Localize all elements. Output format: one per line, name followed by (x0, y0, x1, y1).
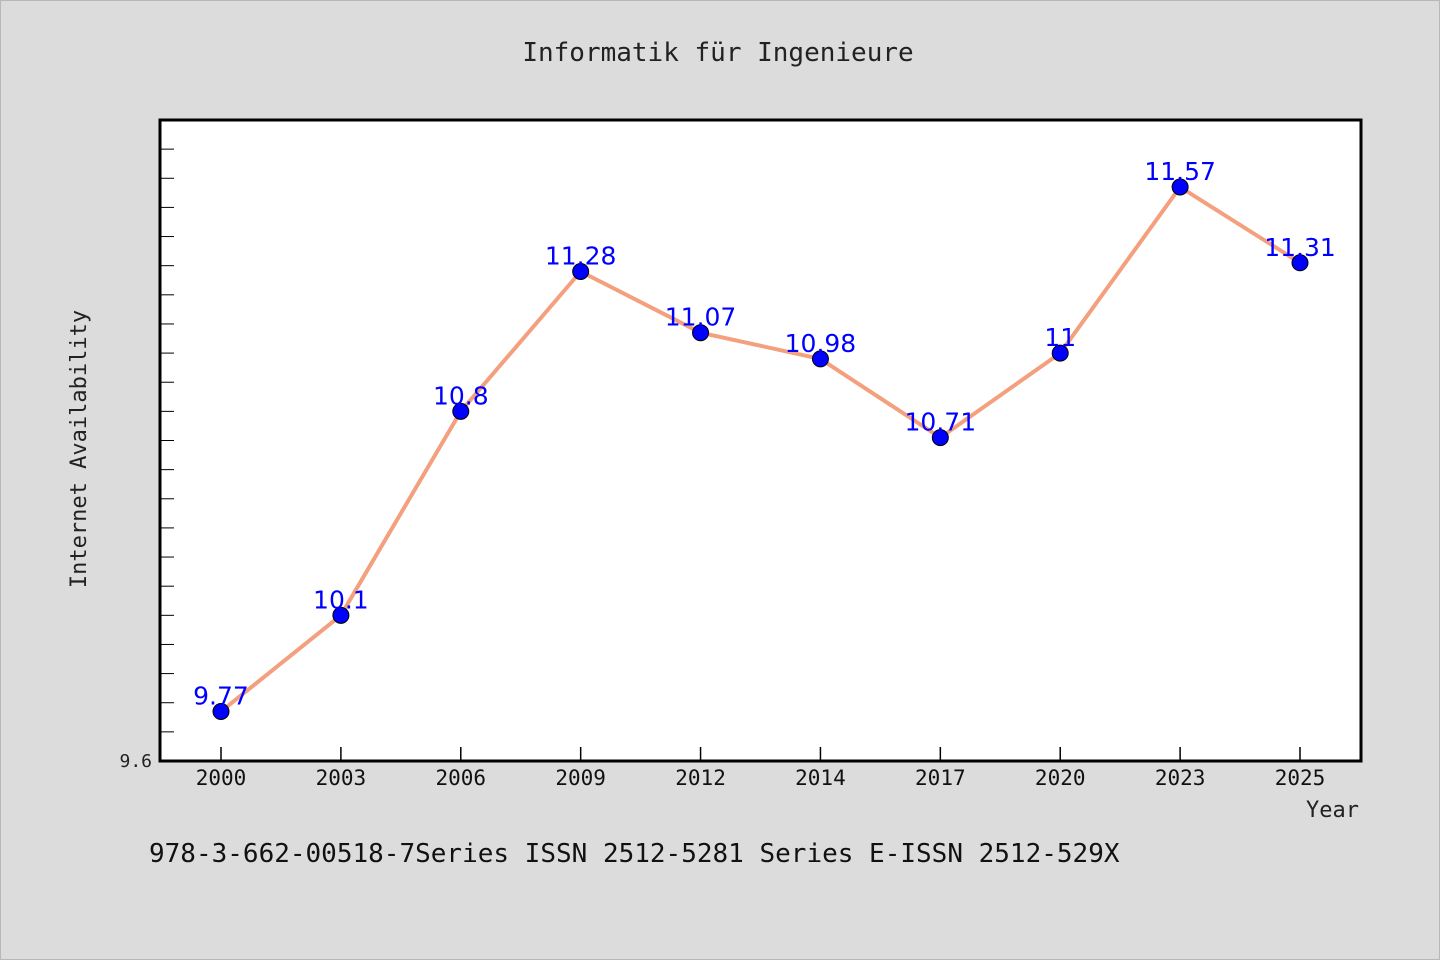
data-label: 11.28 (545, 242, 617, 271)
data-point (811, 350, 829, 368)
data-label: 10.1 (313, 585, 369, 614)
data-label: 10.8 (433, 381, 489, 410)
x-tick-label: 2017 (915, 766, 966, 790)
x-tick-label: 2000 (196, 766, 247, 790)
x-tick-label: 2006 (435, 766, 486, 790)
data-label: 9.77 (193, 681, 249, 710)
data-label: 11.31 (1264, 233, 1336, 262)
data-point (452, 402, 470, 420)
data-point (1171, 178, 1189, 196)
chart-title: Informatik für Ingenieure (522, 38, 913, 68)
y-tick-label: 9.6 (119, 751, 152, 772)
y-axis-label: Internet Availability (67, 310, 92, 588)
plot-area (158, 118, 1363, 763)
data-point (1051, 344, 1069, 362)
y-axis-ticks: 9.6 (119, 148, 174, 772)
series-layer (219, 185, 1302, 714)
data-point (1291, 254, 1309, 272)
isbn-issn-footer: 978-3-662-00518-7Series ISSN 2512-5281 S… (149, 839, 1120, 869)
data-label: 11 (1044, 323, 1076, 352)
x-tick-label: 2020 (1035, 766, 1086, 790)
x-tick-label: 2012 (675, 766, 726, 790)
x-tick-label: 2003 (316, 766, 367, 790)
series-line (219, 185, 1302, 714)
data-label: 10.71 (905, 408, 977, 437)
marker-layer (212, 178, 1309, 720)
data-label: 10.98 (785, 329, 857, 358)
data-label: 11.57 (1144, 157, 1216, 186)
x-axis-label: Year (1306, 798, 1359, 823)
data-label-layer: 9.77 10.1 10.8 11.28 11.07 10.98 10.71 11 11.57 1… (193, 157, 1336, 710)
x-tick-label: 2009 (555, 766, 606, 790)
x-tick-label: 2023 (1155, 766, 1206, 790)
data-point (572, 263, 590, 281)
data-label: 11.07 (665, 303, 737, 332)
data-point (692, 324, 710, 342)
x-tick-label: 2025 (1275, 766, 1326, 790)
data-point (212, 702, 230, 720)
data-point (931, 429, 949, 447)
x-tick-label: 2014 (795, 766, 846, 790)
x-axis-ticks: 2000 2003 2006 2009 2012 2014 2017 2020 2023 2025 (196, 747, 1326, 790)
data-point (332, 606, 350, 624)
